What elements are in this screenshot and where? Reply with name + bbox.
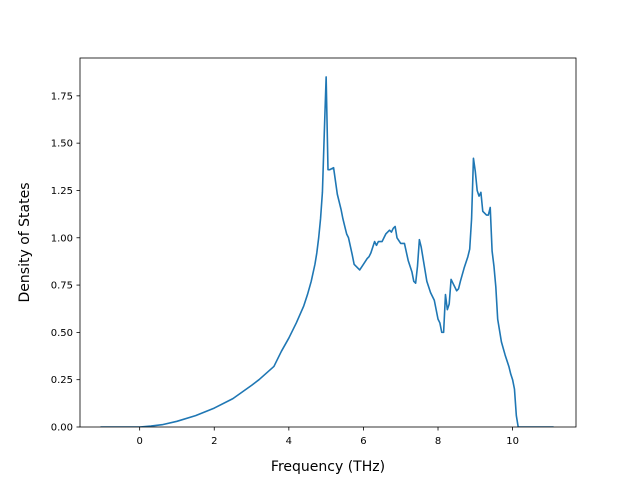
y-tick-label: 0.00 [51, 423, 73, 434]
x-axis-label: Frequency (THz) [271, 459, 385, 475]
y-tick-label: 1.50 [51, 139, 73, 150]
x-tick-label: 4 [286, 436, 292, 447]
x-tick-label: 2 [211, 436, 217, 447]
x-tick-label: 8 [435, 436, 441, 447]
x-tick-label: 6 [360, 436, 366, 447]
y-tick-label: 1.75 [51, 91, 73, 102]
y-tick-label: 1.00 [51, 233, 73, 244]
y-tick-label: 0.75 [51, 281, 73, 292]
y-axis-ticks: 0.00 0.25 0.50 0.75 1.00 1.25 1.50 1.75 [51, 91, 80, 434]
x-tick-label: 0 [136, 436, 142, 447]
x-tick-label: 10 [506, 436, 519, 447]
y-tick-label: 0.50 [51, 328, 73, 339]
x-axis-ticks: 0 2 4 6 8 10 [136, 427, 519, 447]
y-tick-label: 1.25 [51, 186, 73, 197]
axes-frame [79, 57, 577, 428]
series-line-0 [100, 76, 554, 427]
plot-layer [100, 76, 554, 427]
y-tick-label: 0.25 [51, 375, 73, 386]
y-axis-label: Density of States [17, 183, 33, 303]
